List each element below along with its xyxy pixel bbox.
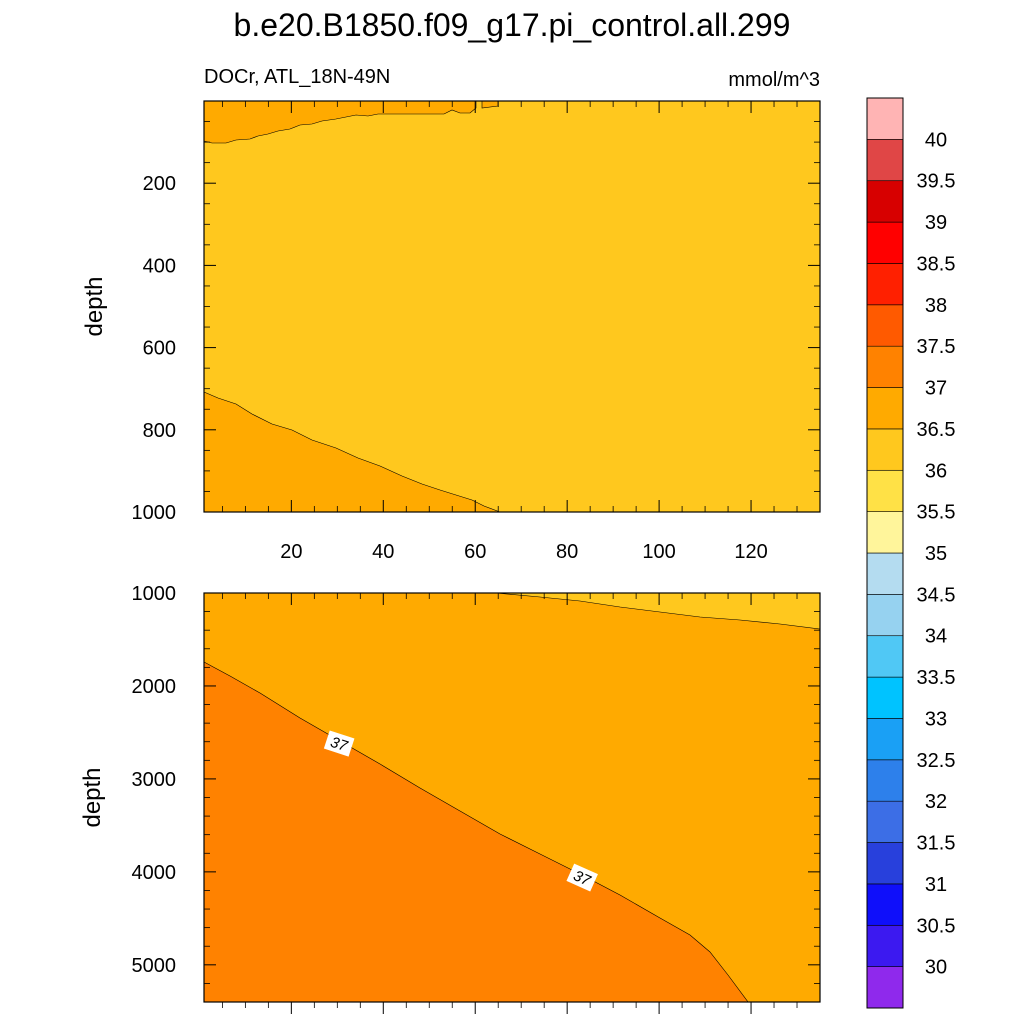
contour-label: 37: [566, 863, 598, 892]
upper-deep-region: [203, 391, 501, 513]
colorbar-box: [866, 428, 904, 471]
colorbar-box: [866, 924, 904, 967]
colorbar-box: [866, 345, 904, 388]
upper-y-tick-label: 400: [143, 255, 176, 277]
colorbar-label: 31: [925, 874, 947, 896]
colorbar-label: 33.5: [917, 667, 956, 689]
colorbar-label: 36: [925, 460, 947, 482]
colorbar-label: 31.5: [917, 833, 956, 855]
colorbar-box: [866, 469, 904, 512]
upper-x-tick-label: 60: [464, 541, 486, 563]
colorbar-box: [866, 552, 904, 595]
colorbar-box: [866, 883, 904, 926]
lower-y-tick-label: 5000: [132, 955, 177, 977]
colorbar-label: 38: [925, 295, 947, 317]
lower-y-tick-label: 4000: [132, 862, 177, 884]
upper-y-tick-label: 200: [143, 173, 176, 195]
colorbar-box: [866, 676, 904, 719]
units-subtitle: mmol/m^3: [728, 69, 820, 91]
colorbar-box: [866, 842, 904, 885]
contour-label-text: 37: [571, 867, 594, 890]
upper-y-tick-label: 800: [143, 420, 176, 442]
upper-x-tick-label: 20: [280, 541, 302, 563]
colorbar-box: [866, 800, 904, 843]
colorbar-label: 36.5: [917, 419, 956, 441]
colorbar-label: 33: [925, 708, 947, 730]
colorbar-box: [866, 966, 904, 1009]
lower-panel: 37 37 1000 2000 3000 4000 5000 depth: [79, 583, 821, 1014]
colorbar-box: [866, 635, 904, 678]
lower-y-tick-label: 3000: [132, 769, 177, 791]
colorbar-label: 40: [925, 129, 947, 151]
upper-surface-region: [203, 100, 477, 144]
upper-x-tick-label: 120: [734, 541, 767, 563]
colorbar-frame: [866, 97, 904, 1009]
colorbar-label: 37: [925, 378, 947, 400]
colorbar-box: [866, 759, 904, 802]
colorbar-box: [866, 594, 904, 637]
colorbar-label: 30.5: [917, 915, 956, 937]
colorbar-label: 30: [925, 957, 947, 979]
colorbar-label: 32: [925, 791, 947, 813]
left-subtitle: DOCr, ATL_18N-49N: [204, 66, 390, 88]
colorbar-box: [866, 263, 904, 306]
contour-label-box: [323, 730, 355, 757]
upper-x-tick-label: 80: [556, 541, 578, 563]
upper-x-tick-label: 100: [642, 541, 675, 563]
lower-y-tick-label: 1000: [132, 583, 177, 605]
upper-panel: 20 40 60 80 100 120 200 400 600 800 1000 depth: [81, 100, 821, 563]
contour-label-text: 37: [328, 734, 350, 756]
colorbar: 30 30.5 31 31.5 32 32.5 33 33.5 34 34.5 35 35.5 36 36…: [866, 97, 956, 1009]
colorbar-label: 38.5: [917, 253, 956, 275]
colorbar-box: [866, 221, 904, 264]
colorbar-box: [866, 718, 904, 761]
colorbar-label: 39.5: [917, 171, 956, 193]
upper-x-tick-label: 40: [372, 541, 394, 563]
colorbar-box: [866, 387, 904, 430]
contour-label: 37: [323, 730, 355, 757]
chart-title: b.e20.B1850.f09_g17.pi_control.all.299: [234, 7, 791, 43]
colorbar-box: [866, 304, 904, 347]
colorbar-label: 39: [925, 212, 947, 234]
contour-label-box: [566, 863, 598, 892]
upper-y-axis-label: depth: [81, 276, 108, 336]
colorbar-box: [866, 97, 904, 140]
upper-y-tick-label: 600: [143, 338, 176, 360]
colorbar-box: [866, 139, 904, 182]
upper-y-tick-label: 1000: [132, 502, 177, 524]
colorbar-label: 35: [925, 543, 947, 565]
colorbar-label: 32.5: [917, 750, 956, 772]
colorbar-label: 34: [925, 626, 947, 648]
colorbar-label: 37.5: [917, 336, 956, 358]
colorbar-label: 35.5: [917, 502, 956, 524]
lower-y-axis-label: depth: [79, 767, 106, 827]
colorbar-box: [866, 511, 904, 554]
colorbar-box: [866, 180, 904, 223]
lower-y-tick-label: 2000: [132, 676, 177, 698]
colorbar-label: 34.5: [917, 584, 956, 606]
